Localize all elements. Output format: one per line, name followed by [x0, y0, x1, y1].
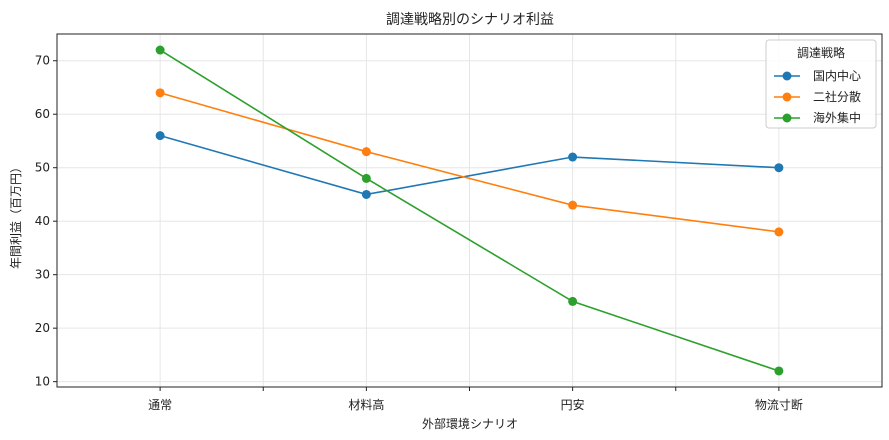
- grid: [57, 34, 882, 387]
- y-tick-label: 40: [35, 214, 50, 228]
- series-line: [159, 49, 780, 372]
- y-tick-label: 70: [35, 54, 50, 68]
- legend-label: 国内中心: [813, 68, 861, 83]
- series-line: [159, 92, 779, 233]
- data-point: [568, 152, 578, 162]
- legend-label: 二社分散: [813, 89, 861, 104]
- data-point: [155, 131, 165, 141]
- y-tick-label: 30: [35, 268, 50, 282]
- series-3: [155, 45, 784, 376]
- legend-entry: 海外集中: [774, 110, 861, 125]
- data-point: [568, 200, 578, 210]
- chart-title: 調達戦略別のシナリオ利益: [386, 12, 554, 28]
- data-point: [568, 296, 578, 306]
- y-tick-label: 50: [35, 161, 50, 175]
- legend-box: [765, 39, 877, 129]
- x-axis: 通常 材料高 円安 物流寸断: [148, 387, 803, 412]
- x-tick-label: 物流寸断: [755, 397, 803, 412]
- x-tick-label: 円安: [561, 397, 585, 412]
- legend-entry: 二社分散: [774, 89, 861, 104]
- series-2: [155, 88, 784, 237]
- data-point: [361, 189, 371, 199]
- data-point: [155, 45, 165, 55]
- series-1: [155, 131, 784, 199]
- legend-marker: [782, 113, 792, 123]
- y-axis: 10 20 30 40 50 60 70: [35, 54, 57, 389]
- y-tick-label: 20: [35, 321, 50, 335]
- y-axis-title: 年間利益（百万円）: [9, 161, 23, 269]
- data-point: [361, 173, 371, 183]
- series-line: [159, 134, 779, 196]
- legend-entry: 国内中心: [774, 68, 861, 83]
- legend-label: 海外集中: [813, 110, 861, 125]
- y-tick-label: 10: [35, 375, 50, 389]
- data-point: [155, 88, 165, 98]
- data-point: [774, 227, 784, 237]
- x-axis-title: 外部環境シナリオ: [422, 416, 518, 431]
- data-point: [774, 163, 784, 173]
- legend-title: 調達戦略: [797, 45, 845, 60]
- x-tick-label: 材料高: [348, 397, 384, 412]
- data-point: [361, 147, 371, 157]
- series-layer: [155, 45, 784, 376]
- legend-marker: [782, 71, 792, 81]
- x-tick-label: 通常: [148, 398, 172, 412]
- y-tick-label: 60: [35, 107, 50, 121]
- data-point: [774, 366, 784, 376]
- legend-marker: [782, 92, 792, 102]
